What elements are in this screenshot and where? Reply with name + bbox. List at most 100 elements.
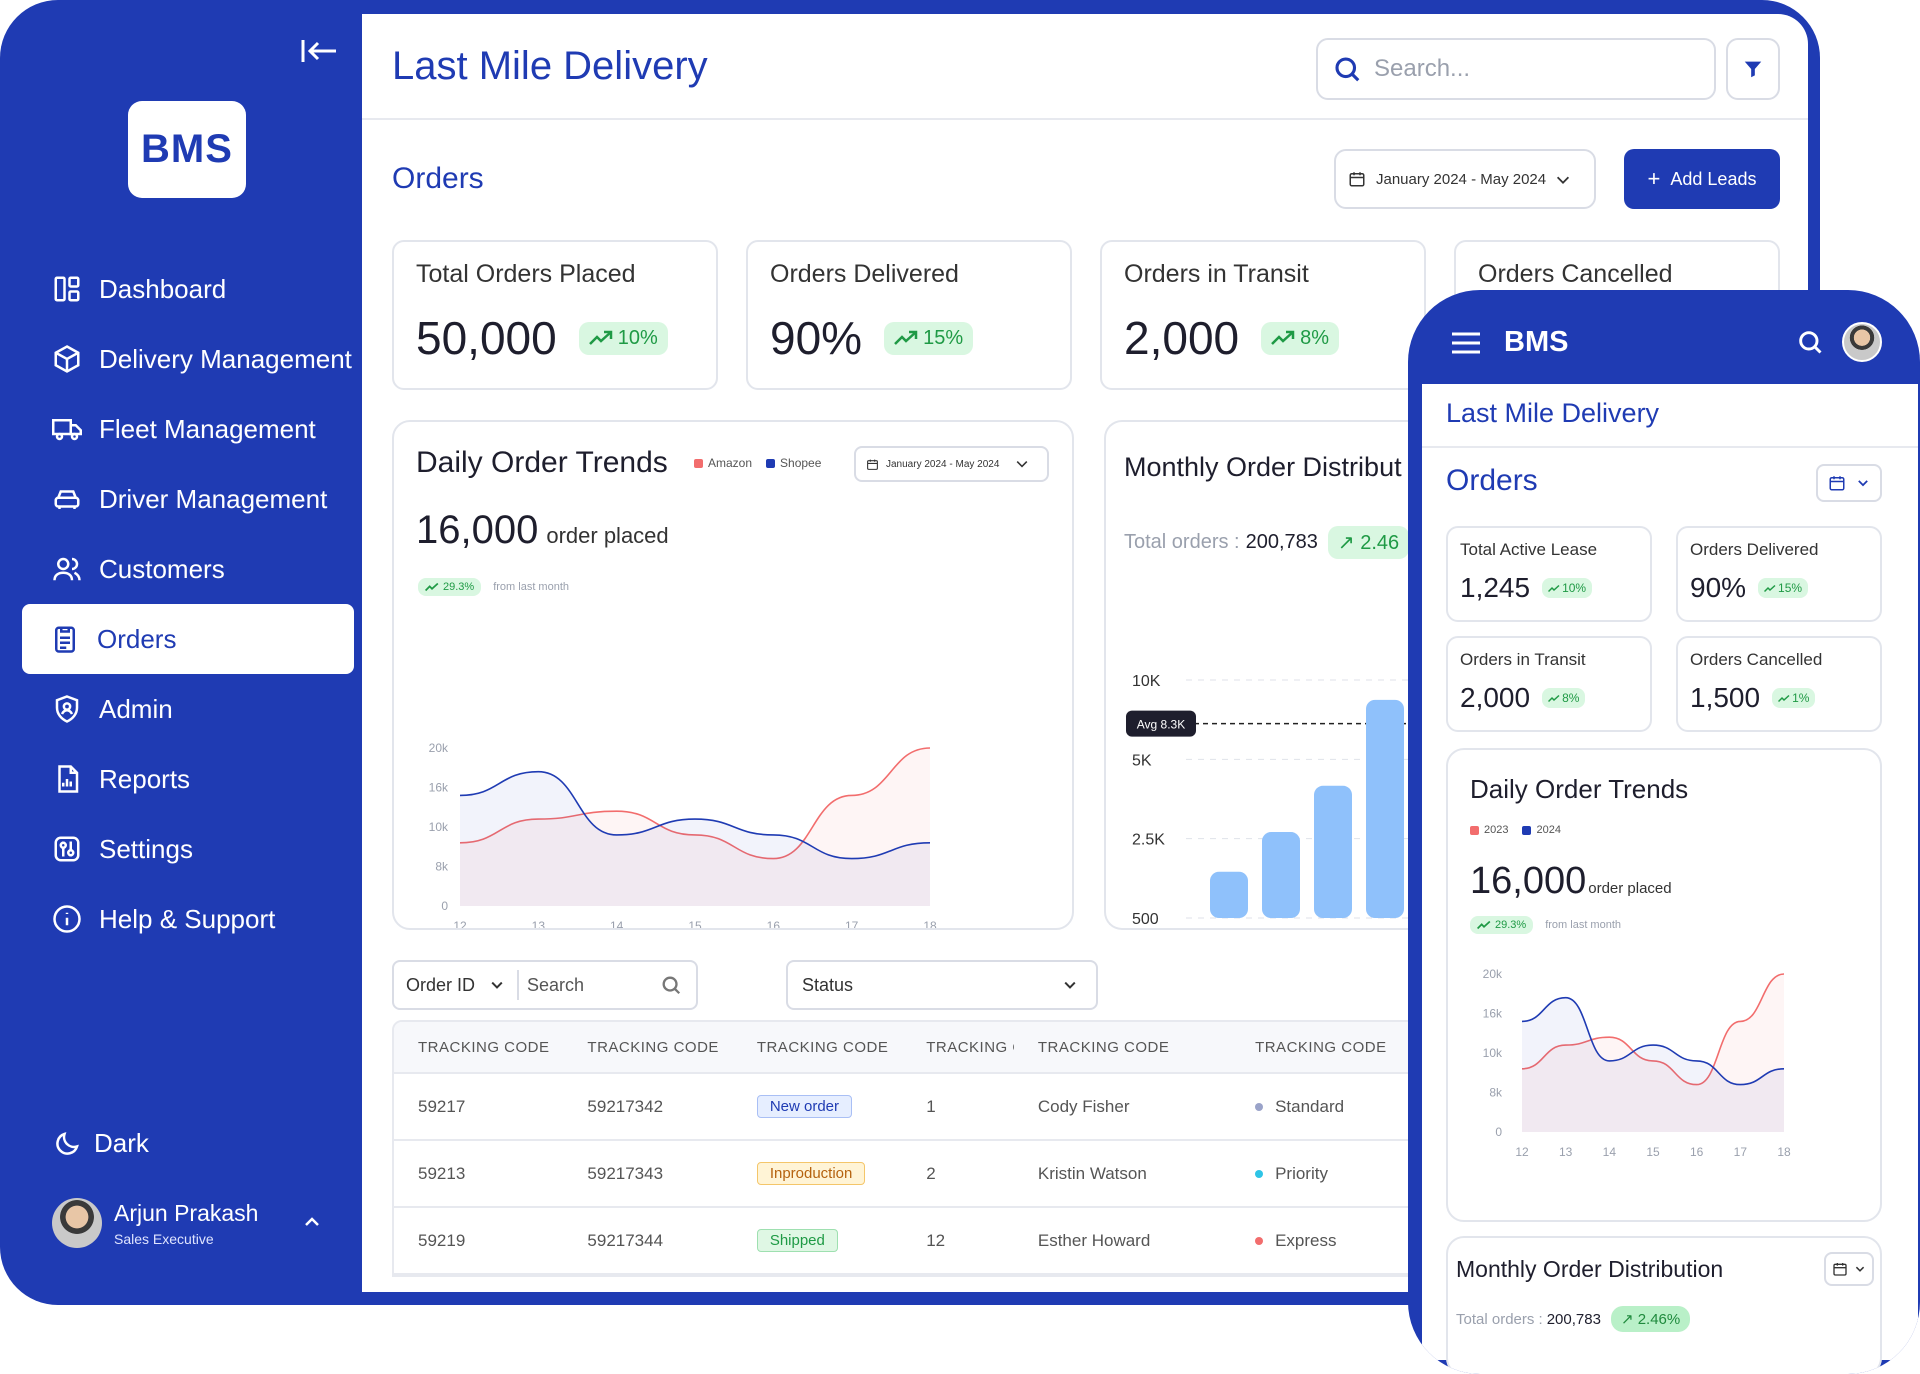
phone-logo: BMS (1504, 326, 1569, 358)
stat-card: Orders in Transit 2,000 8% (1100, 240, 1426, 390)
stat-label: Total Orders Placed (416, 260, 636, 288)
stat-card: Total Orders Placed 50,000 10% (392, 240, 718, 390)
column-header[interactable]: TRACKING CODE (587, 1038, 719, 1056)
sidebar-item-delivery[interactable]: Delivery Management (22, 324, 354, 394)
change-value: 8% (1300, 326, 1330, 349)
cell: 59213 (418, 1163, 466, 1183)
growth-text: from last month (1545, 919, 1622, 931)
sidebar-item-admin[interactable]: Admin (22, 674, 354, 744)
change-value: 2.46 (1360, 532, 1400, 554)
cell: Shipped (733, 1229, 902, 1252)
date-picker-button[interactable] (1824, 1252, 1874, 1286)
column-header[interactable]: TRACKING CODE (1037, 1038, 1170, 1056)
column-header[interactable]: TRACKING CODE (1255, 1038, 1387, 1056)
add-leads-label: Add Leads (1670, 168, 1757, 189)
x-tick-label: 15 (688, 919, 702, 930)
sidebar-item-label: Settings (99, 833, 193, 864)
stat-card: Total Active Lease 1,245 10% (1446, 526, 1652, 622)
order-id-select[interactable]: Order ID (406, 974, 476, 995)
table-row[interactable]: 59217 59217342 New order 1 Cody Fisher S… (394, 1074, 1510, 1141)
monthly-distribution-card: Monthly Order Distribut Total orders :20… (1104, 420, 1444, 930)
orders-placed: 16,000 order placed (416, 508, 669, 553)
avatar[interactable] (1842, 322, 1882, 362)
chevron-up-icon[interactable] (302, 1212, 322, 1232)
chart-legend: 2023 2024 (1456, 824, 1561, 836)
legend-swatch (1522, 825, 1532, 835)
chevron-down-icon (1556, 176, 1570, 184)
legend-swatch (694, 458, 703, 468)
chart-date-label: January 2024 - May 2024 (886, 458, 1000, 470)
cell: 2 (926, 1163, 936, 1183)
total-orders-value: 200,783 (1546, 1310, 1601, 1328)
sidebar-item-dashboard[interactable]: Dashboard (22, 254, 354, 324)
sidebar-item-driver[interactable]: Driver Management (22, 464, 354, 534)
calendar-icon (1833, 1263, 1847, 1276)
change-value: 15% (1778, 581, 1803, 595)
chevron-down-icon[interactable] (489, 977, 505, 993)
search-icon[interactable] (660, 974, 682, 996)
filter-button[interactable] (1726, 38, 1780, 100)
column-header[interactable]: TRACKING CODE (418, 1038, 550, 1056)
daily-trend-chart: 20k 16k 10k 8k 0 12 13 14 15 16 17 18 (429, 741, 937, 930)
date-range-label: January 2024 - May 2024 (1376, 170, 1547, 188)
status-select-label: Status (802, 974, 854, 995)
status-select[interactable]: Status (786, 960, 1098, 1010)
user-profile[interactable]: Arjun Prakash Sales Executive (52, 1198, 322, 1248)
y-tick-label: 10K (1132, 673, 1161, 690)
growth-indicator: 29.3% from last month (418, 578, 569, 596)
sidebar-item-label: Customers (99, 553, 225, 584)
avg-badge (1126, 710, 1196, 737)
sidebar-item-help[interactable]: Help & Support (22, 884, 354, 954)
dark-mode-toggle[interactable]: Dark (52, 1128, 149, 1159)
stat-label: Orders Cancelled (1690, 650, 1823, 669)
change-value: 10% (617, 326, 658, 349)
sidebar-item-fleet[interactable]: Fleet Management (22, 394, 354, 464)
date-picker-button[interactable] (1816, 464, 1882, 502)
trend-up-icon (588, 330, 612, 345)
x-tick-label: 18 (1777, 1145, 1791, 1159)
add-leads-button[interactable]: + Add Leads (1624, 149, 1780, 209)
page-title: Last Mile Delivery (1446, 398, 1660, 428)
menu-icon[interactable] (1452, 332, 1480, 354)
sidebar-item-reports[interactable]: Reports (22, 744, 354, 814)
chevron-down-icon (1016, 461, 1028, 468)
user-name: Arjun Prakash (114, 1199, 259, 1226)
order-search-input[interactable]: Search (527, 974, 585, 995)
logo: BMS (128, 101, 246, 198)
x-tick-label: 12 (1515, 1145, 1529, 1159)
daily-trend-chart: 20k 16k 10k 8k 0 12 13 14 15 16 17 18 (1483, 967, 1791, 1159)
search-icon (1335, 57, 1360, 82)
x-tick-label: 12 (453, 919, 467, 930)
filter-icon (1744, 61, 1762, 78)
sidebar-item-orders[interactable]: Orders (22, 604, 354, 674)
sidebar-item-settings[interactable]: Settings (22, 814, 354, 884)
table-row[interactable]: 59219 59217344 Shipped 12 Esther Howard … (394, 1208, 1510, 1275)
search-input[interactable]: Search... (1316, 38, 1716, 100)
column-header[interactable]: TRACKING CODE (756, 1038, 889, 1056)
sidebar-item-customers[interactable]: Customers (22, 534, 354, 604)
change-badge: 8% (1542, 688, 1586, 708)
clipboard-icon (55, 626, 75, 653)
change-value: 10% (1562, 581, 1587, 595)
search-icon[interactable] (1796, 328, 1824, 356)
chart-date-picker[interactable]: January 2024 - May 2024 (854, 446, 1049, 482)
chart-legend: Amazon Shopee (680, 456, 821, 470)
status-badge: New order (756, 1095, 853, 1118)
date-range-picker[interactable]: January 2024 - May 2024 (1334, 149, 1596, 209)
collapse-sidebar-icon[interactable] (300, 38, 340, 64)
chevron-down-icon (1858, 480, 1868, 487)
column-header[interactable]: TRACKING C (926, 1038, 1014, 1056)
trend-up-icon (1548, 584, 1560, 592)
growth-text: from last month (493, 581, 570, 593)
legend-label: Amazon (708, 456, 753, 470)
series-line-shopee (459, 770, 931, 860)
table-row[interactable]: 59213 59217343 Inproduction 2 Kristin Wa… (394, 1141, 1510, 1208)
daily-trends-card: Daily Order Trends Amazon Shopee January … (392, 420, 1074, 930)
moon-icon (56, 1131, 79, 1155)
orders-placed-suffix: order placed (1588, 880, 1672, 897)
report-icon (58, 765, 79, 793)
change-badge: 8% (1261, 321, 1340, 355)
legend-label: 2023 (1484, 824, 1509, 836)
trend-up-icon: ↗ (1337, 532, 1361, 554)
stat-label: Orders in Transit (1124, 260, 1309, 288)
